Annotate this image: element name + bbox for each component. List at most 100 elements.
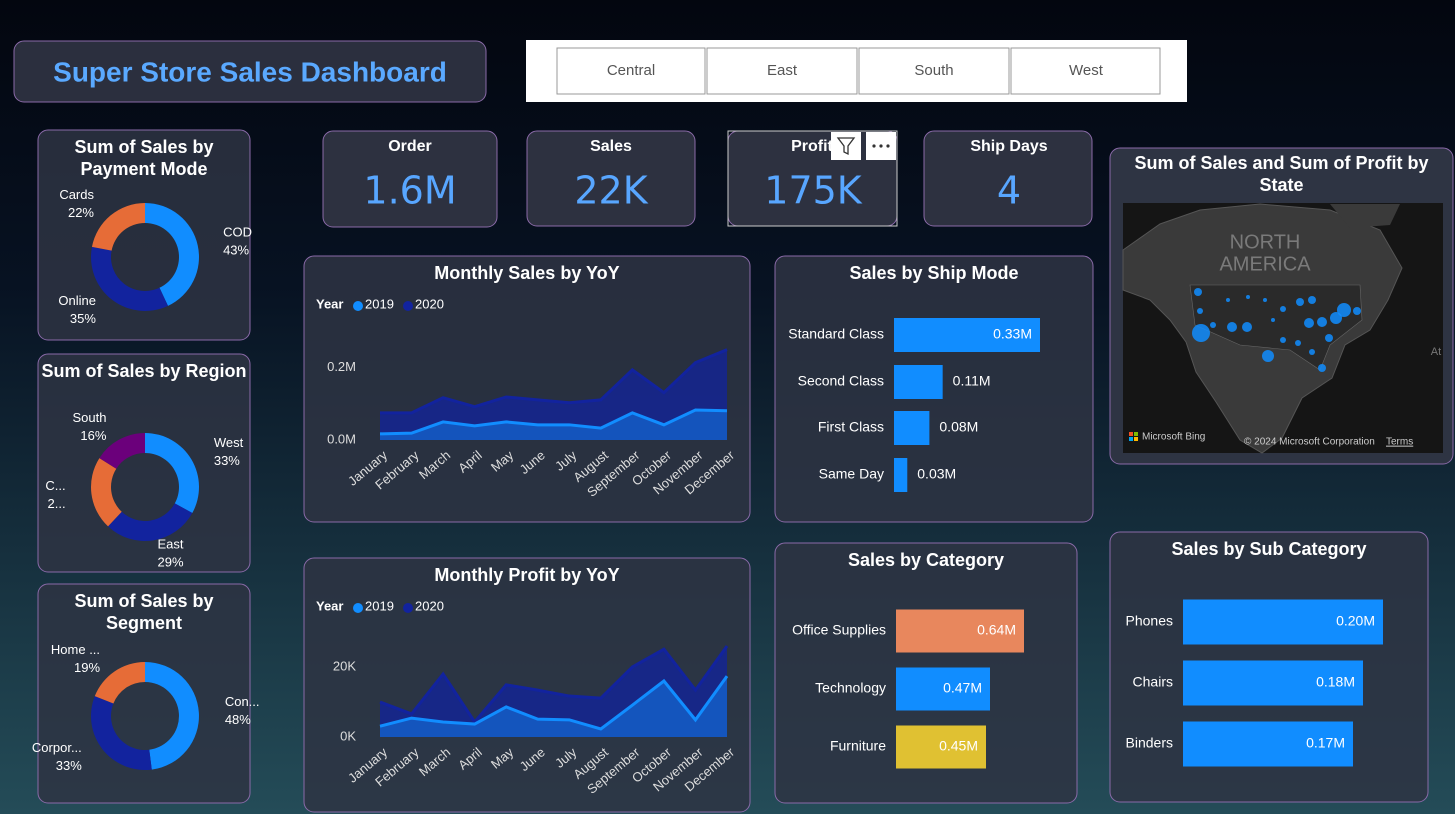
bar	[896, 609, 1024, 653]
chart-title: Sum of Sales by Payment Mode	[74, 137, 214, 179]
slicer-label[interactable]: South	[914, 62, 953, 79]
logo-square	[1129, 437, 1133, 441]
donut-slice	[91, 246, 168, 311]
chart-title: Sum of Sales by Region	[41, 361, 247, 381]
bubble	[1227, 322, 1237, 332]
bubble	[1304, 318, 1314, 328]
chart-title: Sales by Sub Category	[1171, 539, 1367, 559]
chart-title-box: Sum of Sales by Segment	[74, 591, 214, 633]
bar-category: Technology	[815, 680, 886, 696]
bar	[1183, 660, 1363, 706]
bubble	[1318, 364, 1326, 372]
bar-category: Chairs	[1133, 674, 1173, 690]
slicer-button[interactable]	[556, 47, 706, 95]
legend-marker	[403, 301, 413, 311]
slice-value-label: 2...	[48, 496, 66, 511]
slice-value-label: 22%	[68, 205, 94, 220]
slicer-button[interactable]	[1010, 47, 1161, 95]
slice-value-label: 33%	[56, 758, 82, 773]
bar-category: First Class	[818, 419, 884, 435]
donut-slice	[91, 203, 145, 251]
bubble	[1280, 337, 1286, 343]
card-label: Order	[388, 138, 432, 155]
bubble	[1280, 306, 1286, 312]
bubble	[1353, 307, 1361, 315]
legend-title: Year	[316, 296, 343, 311]
logo-square	[1129, 432, 1133, 436]
legend-label: 2020	[415, 296, 444, 311]
bubble	[1263, 298, 1267, 302]
line	[380, 348, 728, 415]
filter-icon[interactable]	[831, 132, 861, 160]
bubble	[1197, 308, 1203, 314]
bar-value-label: 0.18M	[1316, 674, 1355, 690]
slice-value-label: 43%	[223, 243, 249, 258]
bar	[1183, 721, 1353, 767]
slice-category: C...	[45, 478, 65, 493]
chart-title: Sum of Sales by Segment	[74, 591, 214, 633]
slice-category: Online	[58, 293, 96, 308]
bar	[1183, 599, 1383, 645]
line	[379, 645, 729, 725]
card	[526, 130, 696, 227]
bar-value-label: 0.11M	[953, 373, 991, 389]
legend-title: Year	[316, 598, 343, 613]
legend-marker	[353, 301, 363, 311]
slicer-button[interactable]	[858, 47, 1010, 95]
slice-value-label: 19%	[74, 660, 100, 675]
bar-category: Phones	[1126, 613, 1173, 629]
slicer-label[interactable]: Central	[607, 62, 655, 79]
chart-panel	[37, 583, 251, 804]
legend-marker	[353, 603, 363, 613]
bar-category: Standard Class	[788, 326, 884, 342]
slicer-label[interactable]: East	[767, 62, 798, 79]
line	[379, 675, 729, 731]
dot	[886, 144, 890, 148]
dot	[872, 144, 876, 148]
map-terms[interactable]: Terms	[1386, 437, 1413, 448]
bubble	[1296, 298, 1304, 306]
legend-label: 2019	[365, 296, 394, 311]
bubble	[1210, 322, 1216, 328]
dashboard-title: Super Store Sales Dashboard	[53, 56, 447, 87]
slicer-button[interactable]	[706, 47, 858, 95]
bar	[894, 411, 930, 445]
slice-value-label: 35%	[70, 311, 96, 326]
card-value: 175K	[764, 169, 863, 213]
bubble	[1262, 350, 1274, 362]
bar	[894, 365, 943, 399]
slice-value-label: 29%	[158, 555, 184, 570]
donut-slice	[90, 696, 152, 770]
card-label: Profit	[791, 138, 833, 155]
donut-slice	[108, 503, 193, 541]
bar	[894, 458, 908, 492]
map-title: Sum of Sales and Sum of Profit by State	[1134, 153, 1429, 195]
bar-category: Furniture	[830, 738, 886, 754]
card	[923, 130, 1093, 227]
card-value: 1.6M	[363, 169, 456, 213]
bubble	[1242, 322, 1252, 332]
y-tick-label: 0.2M	[327, 359, 356, 374]
bubble	[1317, 317, 1327, 327]
donut-slice	[91, 458, 122, 527]
bubble	[1337, 303, 1351, 317]
slicer-label[interactable]: West	[1069, 62, 1104, 79]
bar-category: Second Class	[798, 373, 884, 389]
bar-category: Binders	[1126, 735, 1173, 751]
land	[1330, 204, 1400, 228]
donut-slice	[145, 203, 199, 306]
dot	[879, 144, 883, 148]
y-tick-label: 0.0M	[327, 431, 356, 446]
slice-category: Cards	[59, 187, 94, 202]
chart-title-box: Sales by Sub Category	[1171, 539, 1367, 559]
legend-label: 2019	[365, 598, 394, 613]
bubble	[1192, 324, 1210, 342]
y-tick-label: 0K	[340, 728, 356, 743]
bubble	[1308, 296, 1316, 304]
card-value: 22K	[574, 169, 648, 213]
chart-title-box: Sales by Ship Mode	[849, 263, 1018, 283]
slice-category: South	[72, 410, 106, 425]
bar-value-label: 0.47M	[943, 680, 982, 696]
